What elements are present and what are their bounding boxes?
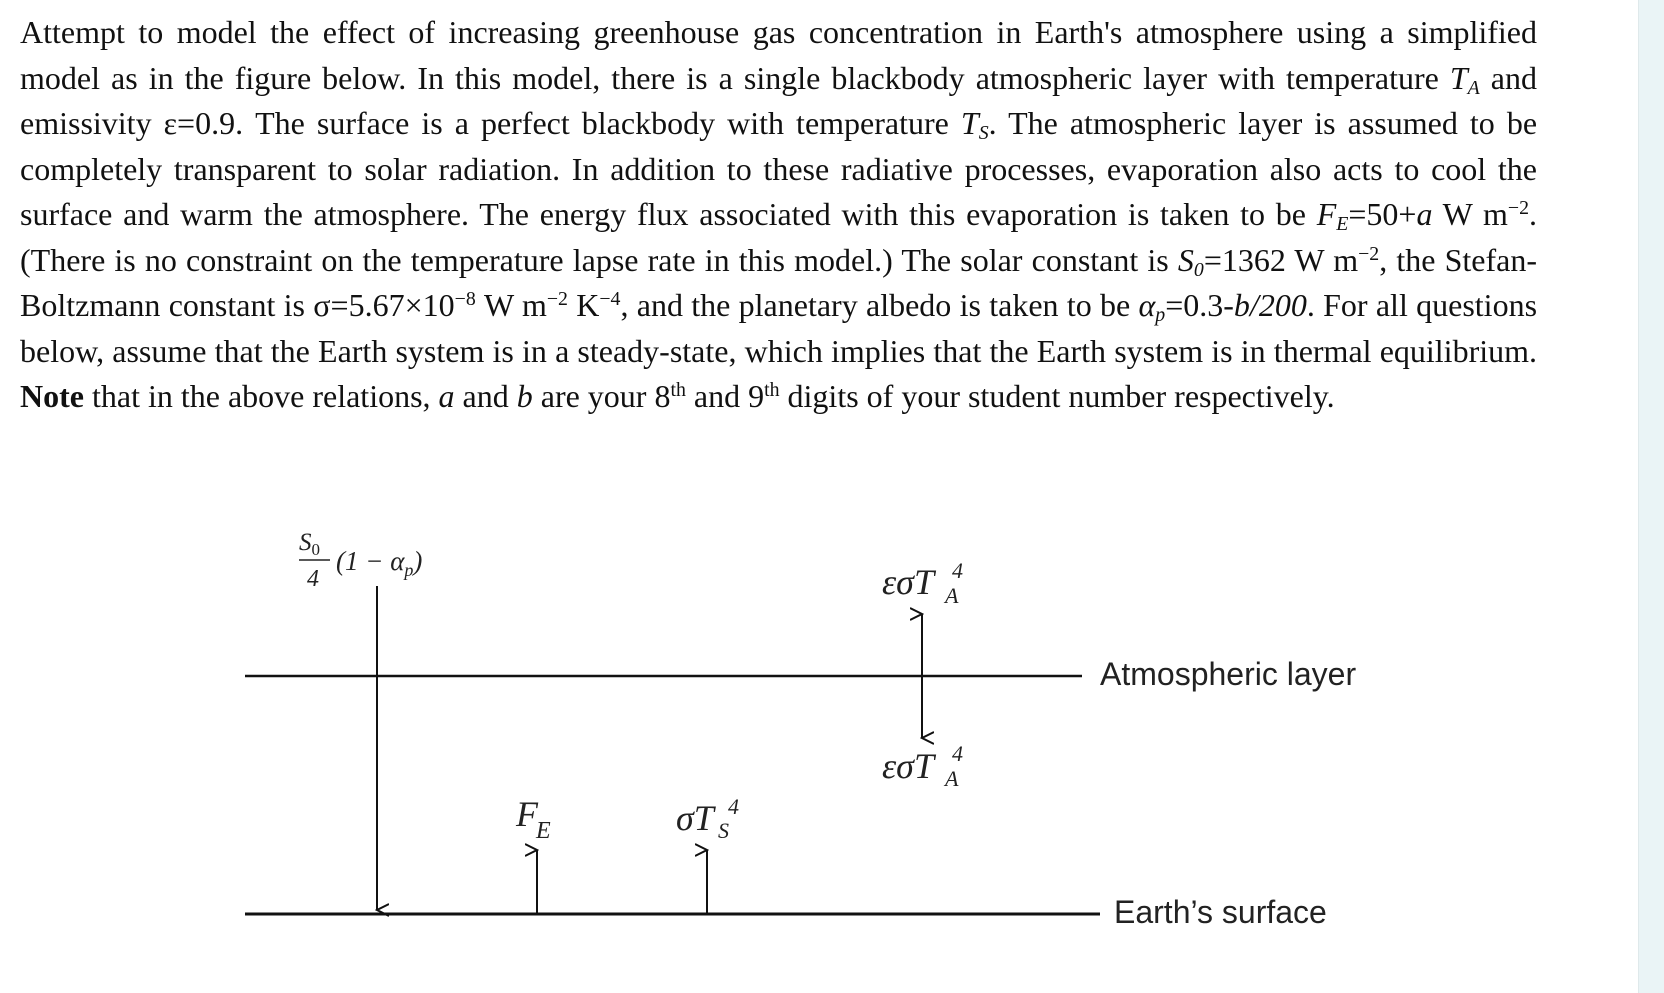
earth-surface-label: Earth’s surface — [1114, 894, 1327, 930]
text-run: digits of your student number respective… — [779, 378, 1335, 414]
ordinal-suffix: th — [764, 379, 780, 402]
var-FE: FE — [1316, 196, 1349, 235]
svg-text:S0: S0 — [299, 529, 320, 559]
solar-constant-value: =1362 — [1203, 241, 1286, 278]
var-TS: TS — [960, 105, 989, 144]
scrollbar[interactable] — [1638, 0, 1664, 993]
text-run: that in the above relations, — [83, 378, 439, 414]
emissivity-value: ε=0.9 — [163, 105, 236, 141]
svg-text:E: E — [535, 818, 551, 844]
svg-text:εσT: εσT — [882, 746, 937, 786]
svg-text:4: 4 — [952, 558, 963, 583]
svg-text:4: 4 — [952, 741, 963, 766]
svg-text:σT: σT — [676, 798, 717, 838]
text-run: . The atmospheric layer is assumed to be… — [20, 105, 1538, 232]
albedo-b-term: b/200 — [1233, 287, 1307, 323]
unit: W m — [1432, 196, 1508, 232]
svg-text:F: F — [515, 794, 539, 834]
intro-text: Attempt to model the effect of increasin… — [20, 14, 1537, 96]
exponent: −2 — [1507, 197, 1530, 220]
exponent: −2 — [546, 288, 568, 311]
ordinal-suffix: th — [670, 379, 686, 402]
fe-value: =50+ — [1348, 196, 1417, 232]
text-run: and emissivity — [20, 59, 1538, 142]
albedo-value: =0.3- — [1165, 287, 1234, 323]
text-run: and — [454, 378, 517, 414]
svg-text:(1 − αp): (1 − αp) — [336, 546, 422, 580]
text-run: are your 8 — [532, 378, 671, 414]
var-a: a — [1416, 196, 1433, 232]
problem-statement: Attempt to model the effect of increasin… — [20, 10, 1537, 420]
svg-text:4: 4 — [307, 566, 319, 592]
var-TA: TA — [1449, 59, 1480, 99]
surface-emission-label: σT S 4 — [676, 794, 739, 843]
svg-text:S: S — [718, 818, 729, 843]
svg-text:A: A — [943, 766, 959, 791]
evaporation-flux-label: F E — [515, 794, 551, 844]
text-run: and 9 — [685, 378, 765, 414]
problem-paragraph: Attempt to model the effect of increasin… — [20, 10, 1537, 420]
var-alpha-p: αp — [1138, 287, 1166, 326]
note-bold: Note — [20, 378, 84, 414]
unit: W m — [1285, 241, 1359, 278]
exponent: −8 — [454, 288, 476, 311]
atmospheric-layer-label: Atmospheric layer — [1100, 656, 1356, 692]
text-run: . The surface is a perfect blackbody wit… — [235, 105, 961, 141]
solar-flux-label: S0 4 (1 − αp) — [299, 529, 422, 592]
unit: W m — [475, 287, 547, 323]
text-run: . For all questions below, assume that t… — [20, 287, 1538, 369]
var-a: a — [438, 378, 455, 414]
stefan-boltzmann-value: σ=5.67×10 — [313, 287, 455, 323]
exponent: −4 — [599, 288, 621, 311]
svg-text:4: 4 — [728, 794, 739, 819]
atmosphere-down-flux-label: εσT A 4 — [882, 741, 963, 791]
text-run: , the Stefan-Boltzmann constant is — [20, 241, 1537, 324]
text-run: . (There is no constraint on the tempera… — [20, 196, 1538, 278]
exponent: −2 — [1358, 242, 1380, 265]
svg-text:A: A — [943, 583, 959, 608]
svg-text:εσT: εσT — [882, 562, 937, 602]
text-run: , and the planetary albedo is taken to b… — [620, 287, 1139, 323]
var-b: b — [516, 378, 533, 414]
energy-balance-diagram: S0 4 (1 − αp) εσT A 4 εσT A 4 F E σT S 4 — [245, 529, 1356, 930]
atmosphere-up-flux-label: εσT A 4 — [882, 558, 963, 608]
var-S0: S0 — [1177, 241, 1204, 281]
unit: K — [567, 287, 600, 323]
